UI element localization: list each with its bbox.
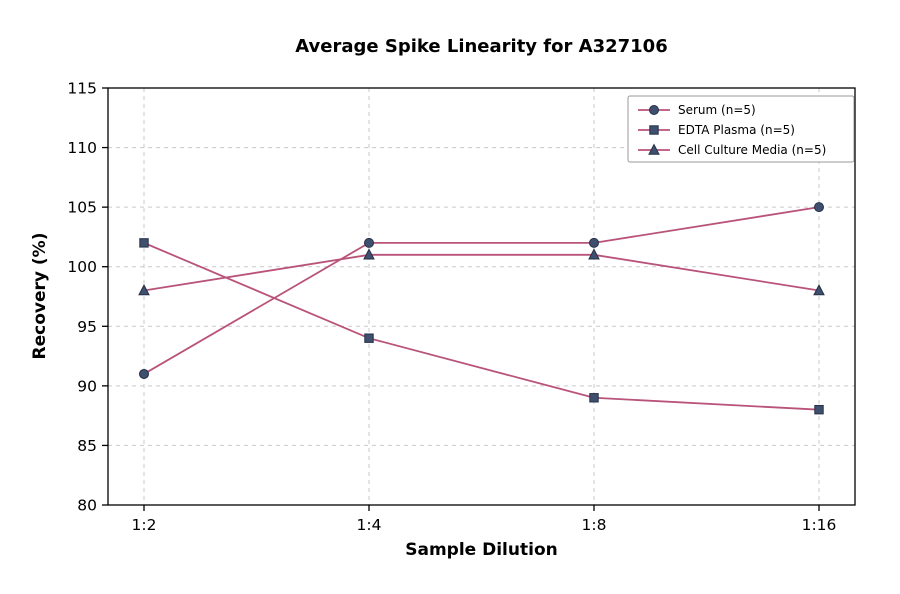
gridlines	[108, 87, 855, 506]
axes: 80 85 90 95 100 105 110 115 1:2 1:4 1:8 1:16	[67, 80, 856, 534]
legend-label: Cell Culture Media (n=5)	[678, 143, 826, 157]
x-tick-label: 1:2	[132, 516, 157, 534]
y-tick-label: 115	[67, 80, 97, 98]
series-square	[139, 238, 824, 415]
x-tick-label: 1:8	[582, 516, 607, 534]
y-tick-label: 85	[77, 437, 97, 455]
y-tick-label: 95	[77, 318, 97, 336]
y-tick-label: 80	[77, 497, 97, 515]
y-tick-label: 100	[67, 258, 97, 276]
series-circle	[139, 202, 824, 379]
x-tick-label: 1:16	[802, 516, 837, 534]
series-triangle	[138, 248, 825, 296]
y-tick-label: 105	[67, 199, 97, 217]
x-axis-label: Sample Dilution	[405, 540, 558, 560]
legend-label: EDTA Plasma (n=5)	[678, 123, 795, 137]
legend-label: Serum (n=5)	[678, 103, 756, 117]
legend: Serum (n=5) EDTA Plasma (n=5) Cell Culture…	[627, 95, 855, 163]
y-tick-label: 110	[67, 139, 97, 157]
x-tick-label: 1:4	[357, 516, 382, 534]
y-tick-label: 90	[77, 377, 97, 395]
chart-title: Average Spike Linearity for A327106	[295, 36, 668, 57]
